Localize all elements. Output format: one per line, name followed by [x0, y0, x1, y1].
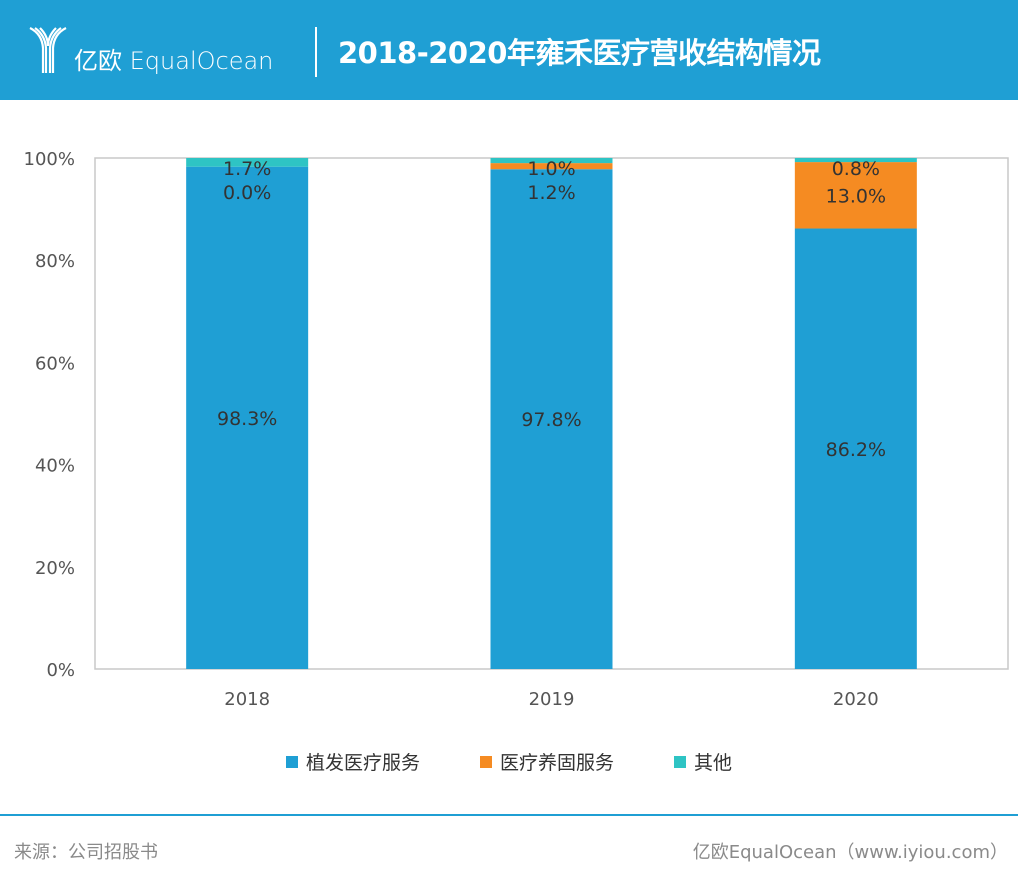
source-note: 来源：公司招股书: [14, 842, 158, 863]
legend-label: 植发医疗服务: [305, 752, 420, 774]
header-divider: [315, 27, 317, 77]
data-label: 97.8%: [521, 409, 581, 431]
stacked-bar-chart: 0% 20% 40% 60% 80% 100% 98.3% 0.0%1.7% 2018 97.8%…: [24, 149, 1009, 710]
data-label: 86.2%: [826, 439, 886, 461]
y-tick-label: 20%: [35, 558, 75, 579]
bar-segment: [794, 162, 917, 229]
legend-swatch: [285, 755, 298, 768]
bar-segment: [186, 166, 309, 669]
x-tick-label: 2020: [833, 689, 879, 710]
data-label: 98.3%: [217, 408, 277, 430]
legend-label: 其他: [694, 752, 733, 774]
equalocean-logo-icon: [29, 27, 67, 73]
legend-swatch: [479, 755, 492, 768]
y-tick-label: 60%: [35, 353, 75, 374]
legend-swatch: [674, 755, 686, 768]
chart-title: 2018-2020年雍禾医疗营收结构情况: [338, 36, 821, 70]
bar-segment: [186, 158, 309, 167]
bar-segment: [794, 228, 917, 669]
legend-item-hair-transplant: 植发医疗服务: [285, 748, 420, 775]
data-label: 13.0%: [826, 185, 886, 207]
footer-divider: [0, 814, 1018, 816]
data-label: 0.8%: [832, 158, 880, 180]
legend-item-other: 其他: [674, 748, 732, 775]
data-label: 1.7%: [223, 158, 271, 180]
data-label: 1.0%: [527, 158, 575, 180]
bar-segment: [490, 169, 613, 669]
bar-segment: [794, 158, 917, 163]
y-tick-label: 40%: [35, 456, 75, 477]
y-tick-label: 100%: [24, 149, 75, 170]
y-tick-label: 0%: [46, 660, 75, 681]
x-tick-label: 2018: [224, 689, 270, 710]
legend-label: 医疗养固服务: [499, 752, 614, 774]
x-tick-label: 2019: [529, 689, 575, 710]
legend: 植发医疗服务 医疗养固服务 其他: [0, 748, 1018, 775]
header-bar: 亿欧 EqualOcean 2018-2020年雍禾医疗营收结构情况: [0, 0, 1018, 100]
logo-text: 亿欧 EqualOcean: [74, 47, 274, 75]
bar-segment: [490, 158, 613, 164]
bar-segment: [490, 163, 613, 170]
logo: 亿欧 EqualOcean: [28, 26, 274, 75]
legend-item-medical-care: 医疗养固服务: [479, 748, 614, 775]
y-tick-label: 80%: [35, 251, 75, 272]
credit-note: 亿欧EqualOcean（www.iyiou.com）: [692, 842, 1008, 863]
data-label: 0.0%: [223, 182, 271, 204]
data-label: 1.2%: [527, 182, 575, 204]
